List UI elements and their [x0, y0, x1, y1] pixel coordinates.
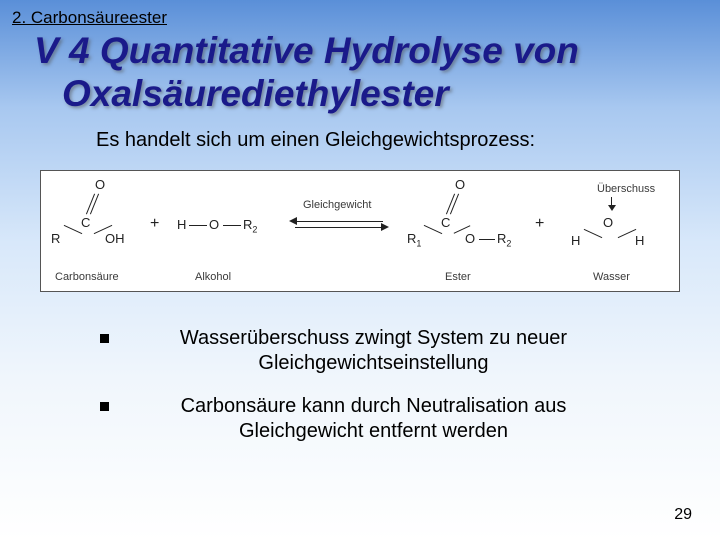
page-number: 29 [674, 506, 692, 524]
bullet-item-1: Wasserüberschuss zwingt System zu neuer … [100, 326, 680, 376]
bond [223, 225, 241, 226]
alkohol-structure: H O R2 [177, 217, 267, 247]
title-line-2: Oxalsäurediethylester [34, 73, 700, 116]
atom-o: O [209, 217, 219, 232]
atom-h-right: H [635, 233, 644, 248]
double-bond [90, 194, 99, 215]
double-bond [450, 194, 459, 215]
bullet-marker [100, 334, 109, 343]
ueberschuss-arrowhead [608, 205, 616, 211]
bullet-marker [100, 402, 109, 411]
wasser-structure: H O H [571, 213, 661, 253]
bond [618, 229, 637, 238]
bullet-text-2: Carbonsäure kann durch Neutralisation au… [127, 394, 680, 444]
gleichgewicht-label: Gleichgewicht [303, 199, 371, 211]
atom-oh: OH [105, 231, 125, 246]
bond [64, 225, 83, 234]
reaction-diagram: R C O OH Carbonsäure + H O R2 Alkohol Gl… [40, 170, 680, 292]
atom-r1: R1 [407, 231, 421, 249]
atom-o: O [603, 215, 613, 230]
slide-title: V 4 Quantitative Hydrolyse von Oxalsäure… [0, 30, 720, 123]
wasser-label: Wasser [593, 271, 630, 283]
ueberschuss-label: Überschuss [597, 183, 655, 195]
bullet-item-2: Carbonsäure kann durch Neutralisation au… [100, 394, 680, 444]
bond [584, 229, 603, 238]
atom-h-left: H [571, 233, 580, 248]
atom-h: H [177, 217, 186, 232]
carbonsaeure-label: Carbonsäure [55, 271, 119, 283]
bullet-list: Wasserüberschuss zwingt System zu neuer … [0, 302, 720, 444]
plus-sign: + [535, 215, 544, 233]
atom-c: C [81, 215, 90, 230]
bond [189, 225, 207, 226]
bond [424, 225, 443, 234]
ester-structure: R1 C O O R2 [407, 189, 517, 259]
carbonsaeure-structure: R C O OH [51, 189, 131, 259]
bullet-text-1: Wasserüberschuss zwingt System zu neuer … [127, 326, 680, 376]
equilibrium-arrow [289, 219, 389, 233]
plus-sign: + [150, 215, 159, 233]
bond [479, 239, 495, 240]
section-header: 2. Carbonsäureester [0, 0, 720, 30]
atom-r2: R2 [243, 217, 257, 235]
atom-r2: R2 [497, 231, 511, 249]
subtitle-text: Es handelt sich um einen Gleichgewichtsp… [0, 123, 720, 162]
atom-o-top: O [95, 177, 105, 192]
atom-o-mid: O [465, 231, 475, 246]
atom-r: R [51, 231, 60, 246]
atom-o-top: O [455, 177, 465, 192]
ester-label: Ester [445, 271, 471, 283]
alkohol-label: Alkohol [195, 271, 231, 283]
title-line-1: V 4 Quantitative Hydrolyse von [34, 30, 700, 73]
atom-c: C [441, 215, 450, 230]
